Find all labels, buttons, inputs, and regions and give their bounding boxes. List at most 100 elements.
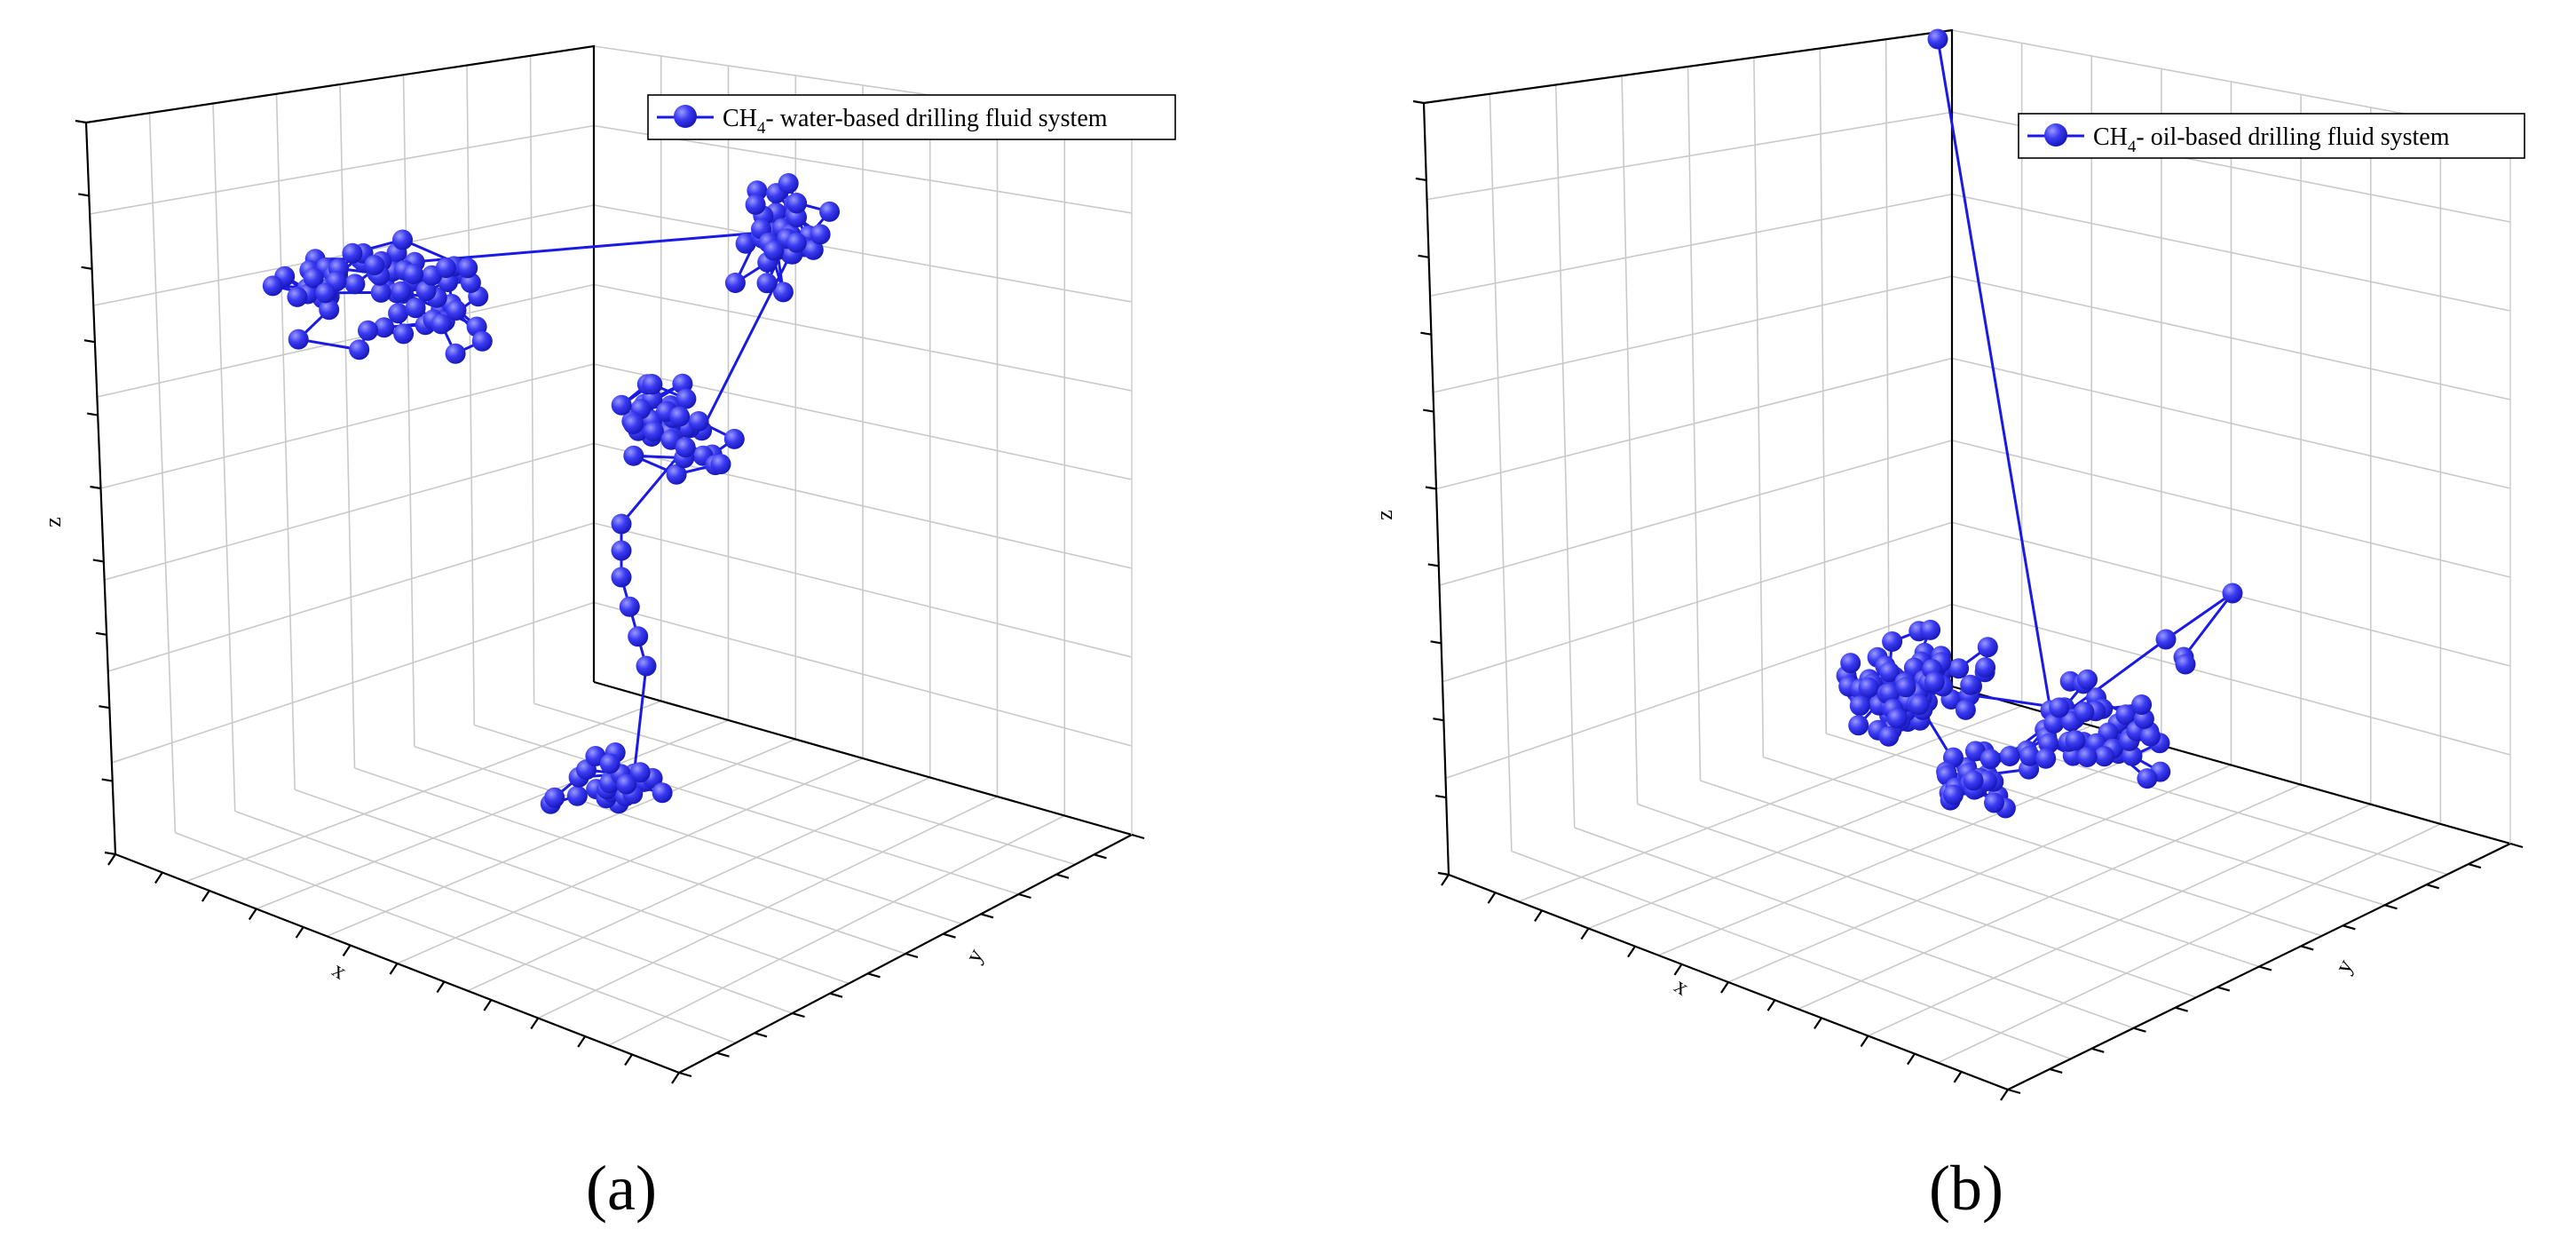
panel-b-series-0-point [1908, 694, 1930, 716]
panel-a-series-0-point [643, 421, 664, 442]
panel-a-y-axis-label: y [960, 944, 989, 966]
panel-a-series-0-point [623, 414, 644, 434]
panel-a-series-0-point [745, 194, 766, 215]
panel-b-series-0-point [1927, 28, 1948, 50]
panel-b-series-0-point [1979, 749, 2001, 770]
panel-a-legend: CH4- water-based drilling fluid system [647, 94, 1176, 140]
panel-a-series-0-point [616, 773, 637, 795]
panel-b-series-0-point [1886, 708, 1908, 729]
panel-a-series-0-point [457, 258, 478, 279]
panel-b-series-0-point [1960, 674, 1981, 695]
panel-a-series-0-point [611, 513, 632, 535]
panel-b-series-0-point [2140, 726, 2161, 747]
panel-a-series-0-point [303, 267, 324, 289]
panel-b-series-0-point [1895, 677, 1916, 698]
panel-a-series-0-point [342, 242, 363, 264]
panel-a-series-0-point [772, 281, 794, 303]
panel-a-series-0-point [629, 762, 651, 783]
panel-b-series-0-point [2065, 730, 2086, 751]
panel-a-series-0-point [636, 655, 657, 677]
panel-b-label: (b) [1929, 1153, 2003, 1224]
panel-a-series-0-point [688, 411, 709, 432]
panel-a-series-0-point [388, 303, 409, 324]
panel-a-frame [84, 44, 1134, 1074]
panel-b-z-axis-label: z [1371, 510, 1397, 520]
panel-a-legend-marker [674, 105, 697, 128]
panel-a-series-0-point [778, 173, 799, 194]
panel-b-series-0-point [1977, 637, 1998, 658]
panel-a-series-0-point [628, 626, 649, 647]
panel-b-series-0 [1836, 28, 2243, 819]
panel-a-series-0-point [619, 596, 640, 617]
panel-b-series-0-point [1920, 619, 1941, 640]
panel-a-series-0-point [623, 445, 644, 466]
panel-a-series-0-point [611, 540, 632, 561]
panel-a-series-0-point [364, 255, 385, 276]
panel-b-series-0-point [1964, 741, 1986, 762]
panel-a-series-0-point [786, 193, 807, 214]
panel-b-series-0-point [2131, 694, 2153, 715]
panel-b-series-0-point [1848, 715, 1869, 736]
panel-b-series-0-point [2175, 654, 2196, 675]
panel-b-series-0-point [2076, 747, 2098, 767]
panel-a-series-0-point [642, 374, 663, 395]
panel-b-series-0-point [1948, 658, 1970, 679]
panel-a-series-0-point [403, 264, 424, 285]
panel-b-series-0-point [1984, 792, 2004, 813]
panel-a-series-0-point [710, 454, 731, 475]
panel-b-series-0-point [2049, 697, 2070, 718]
panel-a-series-0-point [358, 320, 378, 341]
panel-a-series-0-point [669, 406, 691, 427]
panel-a-series-0-point [262, 275, 283, 297]
panel-b-legend-marker [2044, 123, 2067, 147]
panel-b-series-0-point [2094, 746, 2115, 767]
panel-a-series-0-point [393, 323, 415, 345]
panel-b-series-0-point [1878, 726, 1900, 747]
panel-b-series-0-point [2019, 745, 2040, 766]
panel-a-series-0-point [566, 785, 588, 806]
panel-a-series-0-point [802, 239, 824, 260]
panel-b-series-0-point [1943, 784, 1964, 805]
panel-a-series-0-point [391, 281, 412, 302]
panel-a-series-0-point [611, 394, 632, 416]
panel-b-series-0-point [2137, 768, 2158, 789]
panel-a-series-0-point [544, 787, 565, 808]
panel-b: z x y CH4- oil-based drilling fluid syst… [1371, 28, 2525, 1224]
panel-b-series-0-point [2074, 702, 2095, 723]
panel-b-y-axis-label: y [2330, 955, 2359, 977]
panel-a-series-0-point [288, 329, 309, 350]
panel-b-series-0-point [1975, 657, 1996, 678]
panel-a-series-0-point [666, 464, 687, 485]
panel-b-series-0-point [2043, 713, 2065, 733]
panel-a-series-0-point [652, 782, 673, 804]
panel-a-series-0-point [344, 274, 366, 295]
panel-a-series-0-point [471, 330, 493, 352]
panel-b-series-0-point [1840, 653, 1861, 674]
panel-a-series-0-point [287, 286, 308, 307]
panel-a-series-0-point [370, 281, 391, 303]
panel-a-ticks [75, 119, 1145, 1084]
panel-b-series-0-point [2222, 583, 2243, 604]
panel-a-series-0-point [599, 753, 620, 774]
panel-a-series-0-point [446, 300, 467, 321]
panel-a-series-0-point [319, 299, 340, 321]
panel-a-z-axis-label: z [40, 517, 66, 527]
panel-b-legend: CH4- oil-based drilling fluid system [2018, 113, 2525, 159]
panel-a-series-0-point [349, 339, 370, 361]
panel-b-grid [1426, 29, 2511, 1064]
panel-a-series-0 [262, 173, 840, 814]
panel-a-series-0-point [611, 567, 632, 588]
panel-b-series-0-point [2035, 748, 2057, 769]
panel-a-series-0-point [756, 273, 778, 294]
panel-a-series-0-point [405, 297, 426, 319]
panel-a-series-0-point [392, 229, 413, 250]
panel-a-series-0-point [763, 240, 785, 261]
panel-a-x-axis-label: x [328, 956, 352, 984]
panel-a-series-0-point [435, 258, 456, 279]
panel-b-series-0-point [1879, 662, 1900, 683]
panel-b-ticks [1412, 99, 2524, 1101]
panel-b-series-0-point [2155, 629, 2177, 650]
panel-a-series-0-point [374, 317, 395, 338]
panel-a-label: (a) [586, 1153, 657, 1224]
